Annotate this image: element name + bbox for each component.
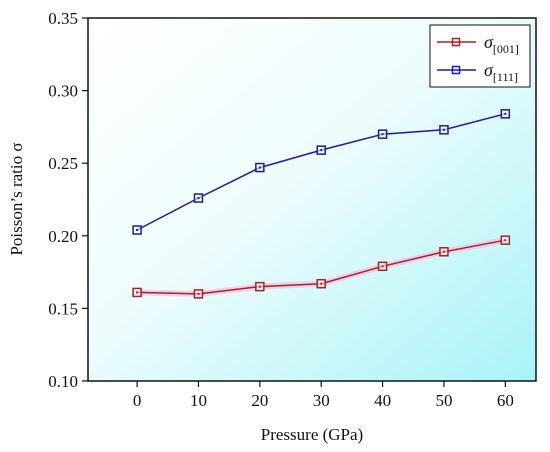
y-tick-label: 0.35: [48, 9, 78, 28]
x-tick-label: 60: [497, 391, 514, 410]
y-tick-label: 0.15: [48, 299, 78, 318]
y-tick-label: 0.10: [48, 372, 78, 391]
y-tick-label: 0.20: [48, 227, 78, 246]
x-tick-label: 50: [435, 391, 452, 410]
data-point-center: [381, 265, 384, 268]
data-point-center: [320, 282, 323, 285]
chart-marks: [132, 109, 511, 299]
axis-ticks: 0 10 20 30 40 50 60 0.10 0.15 0.20 0.25 0.30 0.35: [48, 9, 514, 410]
data-point-center: [442, 250, 445, 253]
data-point-center: [504, 239, 507, 242]
data-point-center: [504, 112, 507, 115]
legend-marker-111: [451, 65, 461, 75]
data-point-center: [442, 128, 445, 131]
data-point-center: [136, 228, 139, 231]
legend-marker-001: [451, 37, 461, 47]
plot-frame: [87, 17, 537, 382]
data-point-center: [381, 133, 384, 136]
x-tick-label: 0: [133, 391, 142, 410]
legend: σ[001] σ[111]: [429, 24, 531, 88]
x-axis-title: Pressure (GPa): [261, 425, 363, 444]
y-tick-label: 0.30: [48, 82, 78, 101]
x-tick-label: 20: [251, 391, 268, 410]
data-point-center: [258, 166, 261, 169]
x-tick-label: 10: [190, 391, 207, 410]
legend-label-111: σ[111]: [484, 60, 518, 84]
data-point-center: [197, 292, 200, 295]
data-point-center: [136, 291, 139, 294]
y-axis-title: Poisson’s ratio σ: [7, 142, 26, 255]
data-point-center: [320, 149, 323, 152]
y-tick-label: 0.25: [48, 154, 78, 173]
data-point-center: [258, 285, 261, 288]
legend-label-001: σ[001]: [484, 32, 519, 56]
data-point-center: [197, 197, 200, 200]
x-tick-label: 40: [374, 391, 391, 410]
x-tick-label: 30: [313, 391, 330, 410]
legend-box: [429, 24, 531, 88]
